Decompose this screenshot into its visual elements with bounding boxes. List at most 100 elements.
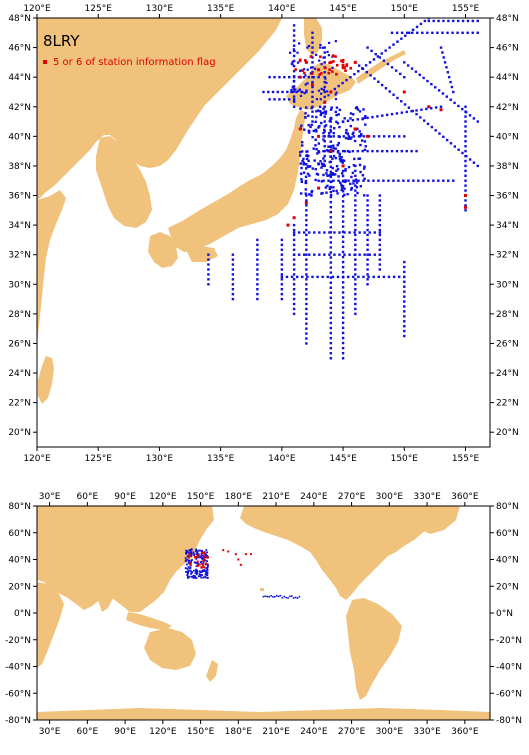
station-marker (322, 179, 325, 182)
station-marker (281, 596, 284, 599)
bottom-map-stations (184, 548, 301, 599)
station-marker (322, 157, 325, 160)
station-marker (305, 263, 308, 266)
station-marker (299, 172, 303, 175)
station-marker (328, 119, 331, 123)
lon-label-bottom: 140°E (268, 454, 296, 464)
flagged-station-marker (341, 164, 345, 168)
station-marker (302, 163, 305, 166)
station-marker (464, 140, 467, 143)
station-marker (335, 164, 339, 168)
station-marker (195, 548, 198, 551)
station-marker (453, 145, 457, 148)
station-marker (305, 243, 308, 247)
station-marker (388, 46, 391, 49)
station-marker (442, 179, 445, 182)
lon-label-top: 90°E (114, 492, 136, 502)
station-marker (201, 556, 204, 559)
station-marker (362, 108, 365, 111)
station-marker (185, 567, 187, 570)
station-marker (396, 40, 399, 43)
station-marker (256, 297, 259, 301)
station-marker (256, 243, 259, 247)
station-marker (407, 179, 410, 182)
station-marker (302, 253, 306, 256)
station-marker (453, 101, 456, 105)
station-marker (446, 71, 450, 74)
station-marker (329, 291, 333, 294)
station-marker (280, 248, 284, 251)
station-marker (343, 180, 346, 184)
station-marker (367, 179, 370, 182)
station-marker (299, 69, 302, 72)
flagged-station-marker (298, 127, 302, 131)
station-marker (300, 178, 303, 181)
station-marker (464, 159, 467, 163)
station-marker (363, 116, 367, 120)
station-marker (304, 74, 307, 77)
station-marker (327, 145, 330, 148)
station-marker (464, 174, 467, 177)
station-marker (283, 98, 286, 101)
station-marker (300, 180, 304, 184)
station-marker (350, 186, 353, 190)
station-marker (323, 71, 326, 74)
station-marker (341, 220, 345, 223)
station-marker (292, 302, 296, 306)
station-marker (445, 66, 448, 69)
flagged-station-marker (335, 72, 338, 76)
station-marker (197, 575, 200, 578)
station-marker (185, 552, 187, 554)
station-marker (336, 275, 340, 279)
lon-label-top: 150°E (187, 492, 215, 502)
station-marker (390, 66, 394, 69)
station-marker (307, 75, 310, 79)
station-marker (426, 31, 429, 34)
station-marker (190, 572, 193, 574)
lon-label-bottom: 330°E (413, 727, 441, 737)
station-marker (185, 571, 187, 573)
station-marker (305, 150, 308, 153)
station-marker (197, 549, 200, 552)
station-marker (193, 569, 195, 572)
station-marker (190, 553, 193, 556)
station-marker (231, 283, 235, 286)
station-marker (329, 190, 333, 194)
station-marker (427, 19, 430, 23)
station-marker (271, 90, 275, 94)
station-marker (358, 135, 361, 138)
lon-label-top: 360°E (451, 492, 479, 502)
station-marker (202, 569, 205, 572)
lat-label-right: -80°N (496, 716, 522, 726)
station-marker (187, 572, 189, 575)
station-marker (325, 191, 328, 194)
station-marker (206, 569, 209, 572)
station-marker (464, 199, 467, 202)
station-marker (201, 569, 204, 572)
lat-label-right: 22°N (496, 399, 519, 409)
station-marker (200, 560, 203, 563)
station-marker (341, 174, 345, 178)
lon-label-top: 60°E (77, 492, 99, 502)
station-marker (405, 31, 409, 34)
station-marker (292, 34, 296, 37)
station-marker (378, 248, 382, 251)
station-marker (278, 75, 281, 79)
station-marker (329, 326, 333, 330)
station-marker (456, 31, 459, 34)
station-marker (441, 51, 444, 54)
station-marker (333, 126, 336, 130)
station-marker (378, 204, 382, 207)
station-marker (354, 297, 357, 301)
flagged-station-marker (202, 566, 206, 569)
lon-label-top: 30°E (39, 492, 61, 502)
land-shikoku (186, 246, 218, 262)
station-marker (395, 149, 399, 153)
station-marker (305, 302, 308, 306)
station-marker (312, 129, 315, 133)
station-marker (351, 149, 355, 153)
station-marker (231, 297, 235, 301)
station-marker (347, 165, 351, 169)
station-marker (403, 315, 406, 318)
station-marker (403, 103, 407, 106)
